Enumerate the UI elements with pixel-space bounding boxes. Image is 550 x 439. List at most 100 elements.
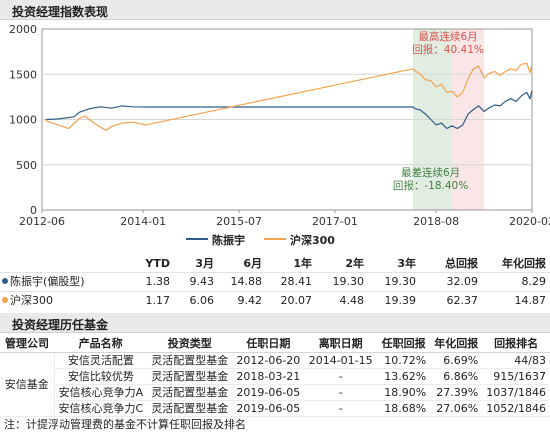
perf-cell: 19.39 (368, 291, 420, 310)
perf-cell: 19.30 (316, 272, 368, 292)
worst-period-title: 最差连续6月 (401, 166, 460, 179)
rank-cell: 1052/1846 (482, 400, 550, 417)
end-date-cell: 2014-01-15 (304, 352, 378, 369)
perf-cell: 1.17 (132, 291, 174, 310)
legend-label-hs300: 沪深300 (290, 234, 335, 247)
legend-swatch-hs300 (264, 238, 286, 240)
perf-cell: 9.43 (174, 272, 218, 292)
chart-section-title: 投资经理指数表现 (12, 5, 109, 19)
annual-return-cell: 6.86% (430, 368, 483, 385)
y-tick-label: 0 (30, 204, 37, 217)
series-line-manager (45, 90, 533, 130)
performance-table: YTD 3月 6月 1年 2年 3年 总回报 年化回报 陈振宇(偏股型) 1.3… (0, 255, 550, 310)
history-section-header: 投资经理历任基金 (0, 313, 550, 333)
y-tick-label: 1500 (9, 68, 37, 81)
rank-cell: 44/83 (482, 352, 550, 369)
perf-col-name (0, 255, 132, 273)
perf-col-ytd: YTD (145, 257, 170, 270)
perf-col-3m: 3月 (195, 257, 214, 270)
x-tick-label: 2020-02 (509, 215, 550, 228)
series-dot-icon (2, 297, 8, 303)
perf-cell: 28.41 (266, 272, 316, 292)
x-tick-label: 2012-06 (19, 215, 65, 228)
perf-col-3y: 3年 (397, 257, 416, 270)
history-row: 安信基金 安信灵活配置 灵活配置型基金 2012-06-20 2014-01-1… (0, 352, 550, 417)
perf-row-label: 沪深300 (10, 294, 53, 307)
annual-return-cell: 27.39% (430, 384, 483, 401)
history-header-row: 管理公司 产品名称 投资类型 任职日期 离职日期 任职回报 年化回报 回报排名 (0, 335, 550, 353)
rank-cell: 915/1637 (482, 368, 550, 385)
hist-col-end: 离职日期 (304, 335, 378, 353)
x-tick-label: 2015-07 (216, 215, 262, 228)
annual-return-cell: 6.69% (430, 352, 483, 369)
perf-cell: 19.30 (368, 272, 420, 292)
product-name-link[interactable]: 安信核心竞争力C (54, 400, 148, 417)
perf-col-annual: 年化回报 (502, 257, 546, 270)
perf-cell: 32.09 (420, 272, 482, 292)
perf-col-total: 总回报 (445, 257, 478, 270)
company-cell: 安信基金 (0, 352, 55, 417)
history-row: 安信核心竞争力C 灵活配置型基金 2019-06-05 - 18.68% 27.… (0, 400, 550, 417)
product-name-link[interactable]: 安信比较优势 (54, 368, 148, 385)
series-dot-icon (2, 278, 8, 284)
perf-cell: 1.38 (132, 272, 174, 292)
x-tick-label: 2018-08 (413, 215, 459, 228)
best-period-title: 最高连续6月 (418, 30, 477, 43)
fund-history-table: 管理公司 产品名称 投资类型 任职日期 离职日期 任职回报 年化回报 回报排名 … (0, 335, 550, 417)
performance-row-manager: 陈振宇(偏股型) 1.38 9.43 14.88 28.41 19.30 19.… (0, 272, 550, 292)
history-row: 安信核心竞争力A 灵活配置型基金 2019-06-05 - 18.90% 27.… (0, 384, 550, 401)
hist-col-annual: 年化回报 (430, 335, 483, 353)
product-name-link[interactable]: 安信灵活配置 (54, 352, 148, 369)
perf-col-1y: 1年 (293, 257, 312, 270)
perf-cell: 9.42 (218, 291, 266, 310)
rank-cell: 1037/1846 (482, 384, 550, 401)
tenure-return-cell: 18.90% (377, 384, 431, 401)
perf-col-2y: 2年 (345, 257, 364, 270)
type-cell: 灵活配置型基金 (147, 368, 233, 385)
perf-col-6m: 6月 (243, 257, 262, 270)
history-section-title: 投资经理历任基金 (12, 318, 109, 332)
annual-return-cell: 27.06% (430, 400, 483, 417)
tenure-return-cell: 13.62% (377, 368, 431, 385)
performance-header-row: YTD 3月 6月 1年 2年 3年 总回报 年化回报 (0, 255, 550, 273)
type-cell: 灵活配置型基金 (147, 400, 233, 417)
product-name-link[interactable]: 安信核心竞争力A (54, 384, 148, 401)
legend-swatch-manager (186, 238, 208, 240)
hist-col-rank: 回报排名 (482, 335, 550, 353)
series-line-hs300 (44, 62, 533, 131)
perf-name-cell: 陈振宇(偏股型) (0, 272, 132, 292)
worst-period-value: 回报：-18.40% (393, 179, 468, 192)
footnote: 注：计提浮动管理费的基金不计算任职回报及排名 (4, 418, 246, 431)
hist-col-type: 投资类型 (147, 335, 233, 353)
start-date-cell: 2019-06-05 (232, 400, 305, 417)
type-cell: 灵活配置型基金 (147, 352, 233, 369)
perf-cell: 62.37 (420, 291, 482, 310)
end-date-cell: - (304, 384, 378, 401)
history-row: 安信比较优势 灵活配置型基金 2018-03-21 - 13.62% 6.86%… (0, 368, 550, 385)
perf-cell: 4.48 (316, 291, 368, 310)
chart-section-header: 投资经理指数表现 (0, 0, 550, 20)
best-period-value: 回报：40.41% (412, 43, 484, 56)
y-tick-label: 2000 (9, 23, 37, 36)
start-date-cell: 2012-06-20 (232, 352, 305, 369)
legend-label-manager: 陈振宇 (212, 234, 245, 247)
tenure-return-cell: 18.68% (377, 400, 431, 417)
perf-name-cell: 沪深300 (0, 291, 132, 310)
y-tick-label: 1000 (9, 114, 37, 127)
hist-col-company: 管理公司 (0, 335, 54, 353)
perf-cell: 20.07 (266, 291, 316, 310)
hist-col-start: 任职日期 (232, 335, 305, 353)
perf-cell: 6.06 (174, 291, 218, 310)
perf-cell: 8.29 (482, 272, 550, 292)
type-cell: 灵活配置型基金 (147, 384, 233, 401)
end-date-cell: - (304, 368, 378, 385)
perf-cell: 14.88 (218, 272, 266, 292)
end-date-cell: - (304, 400, 378, 417)
hist-col-product: 产品名称 (54, 335, 148, 353)
tenure-return-cell: 10.72% (377, 352, 431, 369)
perf-row-label: 陈振宇(偏股型) (10, 275, 85, 288)
hist-col-return: 任职回报 (377, 335, 431, 353)
x-tick-label: 2014-01 (120, 215, 166, 228)
y-tick-label: 500 (16, 159, 37, 172)
